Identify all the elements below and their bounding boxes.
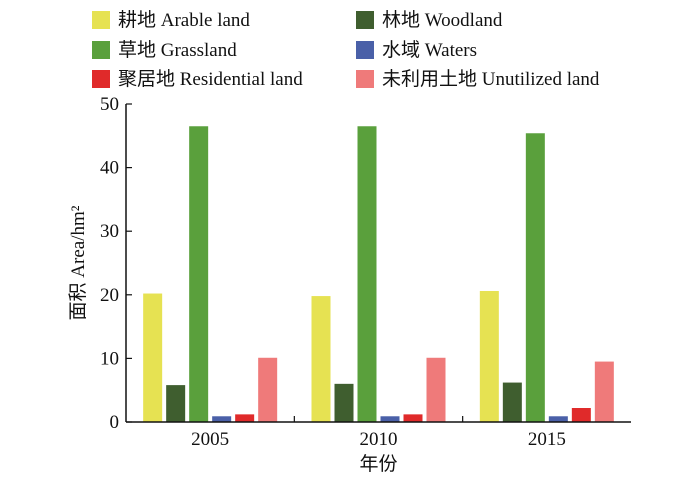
bar <box>235 414 255 422</box>
bar <box>426 357 446 422</box>
x-tick-label: 2015 <box>528 429 566 450</box>
y-axis-title: 面积 Area/hm² <box>67 205 89 320</box>
bars-group <box>143 126 614 423</box>
bar <box>258 357 278 422</box>
legend-label: 聚居地 Residential land <box>118 68 303 90</box>
legend-label: 水域 Waters <box>382 39 477 61</box>
legend-swatch <box>92 11 110 29</box>
y-tick-label: 0 <box>110 412 120 433</box>
bar <box>548 416 568 422</box>
x-ticks: 2005 2010 2015 <box>191 416 566 450</box>
bar <box>189 126 209 422</box>
y-tick-label: 10 <box>100 348 119 369</box>
x-tick-label: 2005 <box>191 429 229 450</box>
legend-swatch <box>92 70 110 88</box>
axes-group <box>125 104 631 423</box>
legend-swatch <box>356 11 374 29</box>
legend-label: 草地 Grassland <box>118 39 237 61</box>
legend: 耕地 Arable land 林地 Woodland 草地 Grassland 水域 … <box>92 9 600 90</box>
bar <box>311 296 331 422</box>
bar <box>525 133 545 423</box>
y-tick-label: 30 <box>100 221 119 242</box>
y-tick-label: 40 <box>100 158 119 179</box>
x-tick-label: 2010 <box>360 429 398 450</box>
legend-label: 耕地 Arable land <box>118 9 250 31</box>
bar <box>571 408 591 422</box>
legend-swatch <box>92 41 110 59</box>
y-tick-label: 50 <box>100 94 119 115</box>
bar <box>357 126 377 422</box>
legend-label: 未利用土地 Unutilized land <box>382 68 600 90</box>
bar <box>479 290 499 422</box>
y-tick-label: 20 <box>100 285 119 306</box>
bar <box>143 293 163 422</box>
legend-label: 林地 Woodland <box>382 9 503 31</box>
legend-swatch <box>356 41 374 59</box>
bar <box>403 414 423 422</box>
bar <box>594 361 614 422</box>
bar <box>334 383 354 422</box>
legend-swatch <box>356 70 374 88</box>
bar <box>502 382 522 422</box>
bar <box>212 416 232 422</box>
x-axis-title: 年份 <box>359 453 397 475</box>
bar <box>380 416 400 422</box>
y-ticks: 0 10 20 30 40 50 <box>100 94 132 433</box>
bar <box>166 385 186 422</box>
